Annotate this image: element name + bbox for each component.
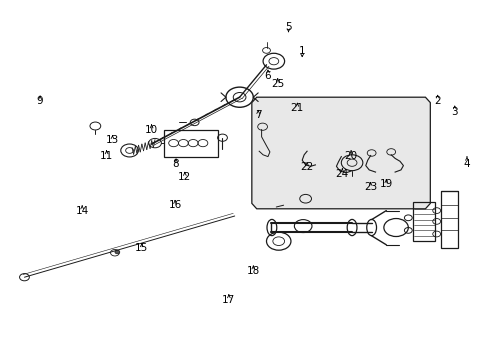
Text: 16: 16 <box>168 200 182 210</box>
Text: 24: 24 <box>335 168 348 179</box>
Bar <box>412 202 434 241</box>
Text: 6: 6 <box>264 71 271 81</box>
Text: 7: 7 <box>254 110 261 120</box>
Text: 20: 20 <box>344 150 357 161</box>
Text: 19: 19 <box>379 179 392 189</box>
Text: 14: 14 <box>75 206 89 216</box>
Text: 18: 18 <box>246 266 260 276</box>
Circle shape <box>115 250 120 254</box>
Polygon shape <box>251 97 429 209</box>
Text: 5: 5 <box>285 22 291 32</box>
Text: 1: 1 <box>298 46 305 56</box>
Text: 15: 15 <box>135 243 148 253</box>
Text: 12: 12 <box>178 172 191 182</box>
Text: 8: 8 <box>172 159 179 169</box>
Text: 13: 13 <box>105 135 119 145</box>
Text: 11: 11 <box>100 150 113 161</box>
Text: 9: 9 <box>37 96 43 106</box>
Text: 10: 10 <box>145 125 158 135</box>
Bar <box>163 130 217 157</box>
Text: 21: 21 <box>290 103 304 113</box>
Text: 4: 4 <box>463 159 469 169</box>
Text: 23: 23 <box>363 182 377 192</box>
Text: 3: 3 <box>450 107 457 117</box>
Text: 2: 2 <box>433 96 440 106</box>
Text: 22: 22 <box>300 162 313 172</box>
Bar <box>440 191 457 248</box>
Text: 17: 17 <box>222 294 235 305</box>
Text: 25: 25 <box>270 78 284 89</box>
